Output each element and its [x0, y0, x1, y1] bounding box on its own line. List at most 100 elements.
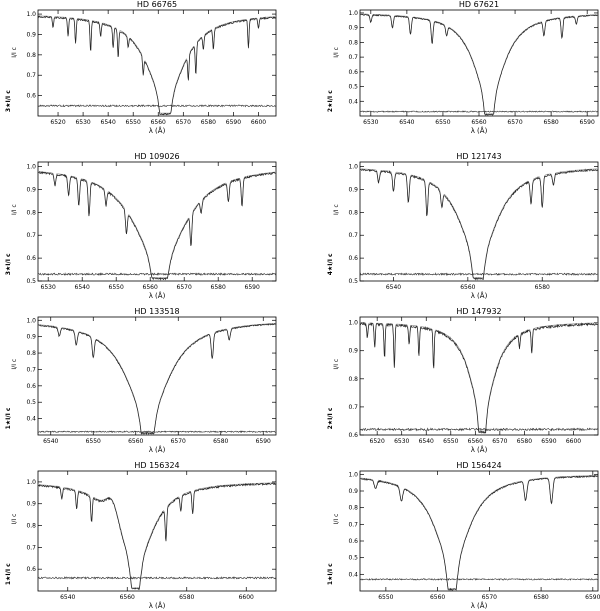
x-tick-label: 6590: [256, 438, 271, 445]
y-tick-label: 0.9: [26, 501, 36, 508]
plot-frame: [359, 470, 599, 592]
y-tick-label: 0.9: [348, 488, 358, 495]
model-spectrum-line: [38, 323, 276, 434]
x-tick-label: 6590: [226, 119, 241, 126]
x-tick-label: 6570: [171, 438, 186, 445]
x-tick-label: 6560: [471, 119, 486, 126]
residual-line: [37, 272, 277, 276]
y-tick-label: 0.6: [348, 69, 358, 76]
model-spectrum-line: [360, 168, 598, 279]
residual-line: [359, 427, 599, 432]
y-tick-label: 0.4: [26, 416, 36, 423]
y-tick-label: 0.8: [348, 39, 358, 46]
x-tick-label: 6540: [60, 594, 75, 601]
residual-axis-label: 1★I/I c: [5, 407, 12, 429]
observed-spectrum-line: [37, 482, 277, 591]
y-tick-label: 0.8: [26, 52, 36, 59]
x-tick-label: 6540: [399, 119, 414, 126]
y-tick-label: 1.0: [348, 471, 358, 478]
y-tick-label: 0.9: [348, 186, 358, 193]
x-tick-label: 6540: [101, 119, 116, 126]
panel-title: HD 66765: [137, 0, 177, 9]
y-tick-label: 0.7: [348, 404, 358, 411]
x-tick-label: 6560: [143, 284, 158, 291]
panel-title: HD 156424: [456, 461, 501, 470]
x-tick-label: 6580: [517, 438, 532, 445]
y-axis-label: I/I c: [333, 204, 340, 215]
observed-spectrum-line: [37, 15, 277, 116]
x-tick-label: 6600: [251, 119, 266, 126]
y-tick-label: 0.7: [26, 72, 36, 79]
model-spectrum-line: [360, 322, 598, 432]
panel-title: HD 121743: [456, 152, 501, 161]
x-tick-label: 6540: [75, 284, 90, 291]
x-tick-label: 6530: [363, 119, 378, 126]
chart-panel-3: HD 109026 6530 6540 6550 6560 6570 6580 6590 0.5…: [5, 152, 277, 300]
x-axis-label: λ (Å): [149, 126, 166, 135]
y-tick-label: 0.7: [348, 232, 358, 239]
x-tick-label: 6520: [370, 438, 385, 445]
x-tick-label: 6580: [535, 284, 550, 291]
x-tick-label: 6580: [211, 284, 226, 291]
x-axis-label: λ (Å): [149, 445, 166, 454]
y-axis-label: I/I c: [11, 514, 18, 525]
y-tick-label: 0.7: [26, 544, 36, 551]
x-tick-label: 6580: [543, 119, 558, 126]
residual-axis-label: 2★I/I c: [327, 90, 334, 112]
plot-frame: [37, 316, 277, 436]
y-tick-label: 0.8: [348, 505, 358, 512]
y-axis-label: I/I c: [333, 514, 340, 525]
y-tick-label: 0.8: [26, 209, 36, 216]
y-tick-label: 1.0: [26, 11, 36, 18]
y-tick-label: 0.7: [348, 54, 358, 61]
y-tick-label: 0.8: [348, 376, 358, 383]
x-axis-label: λ (Å): [471, 445, 488, 454]
x-tick-label: 6560: [128, 438, 143, 445]
y-tick-label: 0.6: [26, 383, 36, 390]
y-tick-label: 0.6: [26, 255, 36, 262]
model-spectrum-line: [37, 171, 277, 279]
residual-axis-label: 2★I/I c: [327, 407, 334, 429]
y-tick-label: 0.5: [348, 278, 358, 285]
observed-spectrum-line: [37, 171, 276, 281]
observed-spectrum-line: [359, 474, 599, 591]
x-tick-label: 6550: [109, 284, 124, 291]
x-tick-label: 6560: [120, 594, 135, 601]
y-tick-label: 0.5: [26, 399, 36, 406]
residual-line: [359, 577, 599, 581]
x-tick-label: 6560: [468, 438, 483, 445]
x-tick-label: 6600: [566, 438, 581, 445]
plot-frame: [37, 470, 277, 592]
y-tick-label: 0.7: [26, 366, 36, 373]
observed-spectrum-line: [359, 13, 599, 116]
x-tick-label: 6560: [151, 119, 166, 126]
plot-frame: [37, 9, 277, 117]
chart-panel-1: HD 66765 6520 6530 6540 6550 6560 6570 6580 6590…: [5, 0, 277, 135]
y-axis-label: I/I c: [333, 47, 340, 58]
y-tick-label: 0.6: [26, 93, 36, 100]
y-axis-label: I/I c: [11, 359, 18, 370]
x-tick-label: 6570: [177, 284, 192, 291]
x-tick-label: 6550: [435, 119, 450, 126]
y-tick-label: 1.0: [348, 320, 358, 327]
x-tick-label: 6570: [507, 119, 522, 126]
x-axis-label: λ (Å): [471, 601, 488, 610]
y-tick-label: 0.5: [26, 278, 36, 285]
observed-spectrum-line: [37, 323, 277, 435]
y-tick-label: 1.0: [348, 10, 358, 17]
y-tick-label: 0.9: [348, 25, 358, 32]
y-tick-label: 0.6: [348, 538, 358, 545]
residual-line: [37, 104, 277, 108]
x-tick-label: 6590: [585, 594, 600, 601]
panel-title: HD 147932: [456, 307, 501, 316]
x-tick-label: 6560: [460, 284, 475, 291]
chart-panel-5: HD 133518 6540 6550 6560 6570 6580 6590 0.4 0.5 0…: [5, 307, 277, 454]
y-tick-label: 1.0: [26, 479, 36, 486]
y-tick-label: 0.4: [348, 571, 358, 578]
x-axis-label: λ (Å): [471, 126, 488, 135]
x-axis-label: λ (Å): [149, 291, 166, 300]
observed-spectrum-line: [359, 168, 599, 281]
plot-frame: [359, 9, 599, 117]
y-tick-label: 0.4: [348, 98, 358, 105]
